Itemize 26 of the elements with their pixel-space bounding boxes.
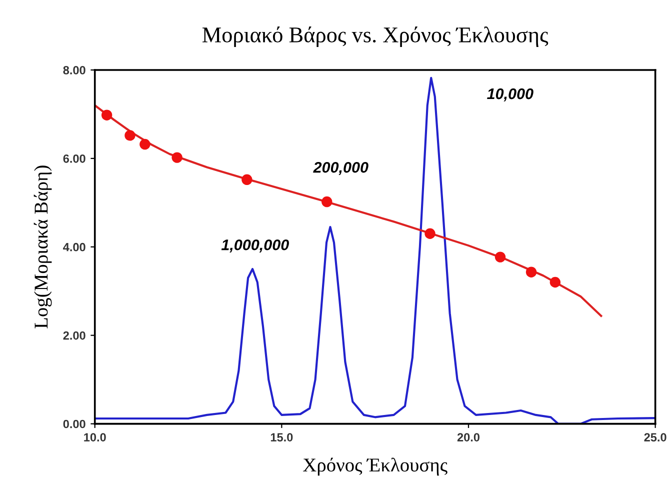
point <box>322 196 332 208</box>
y-tick-label: 2.00 <box>63 331 86 340</box>
y-tick-label: 8.00 <box>63 66 86 74</box>
point <box>242 174 252 186</box>
x-tick-label: 15.0 <box>270 433 293 442</box>
point <box>424 228 436 239</box>
y-tick-label: 4.00 <box>63 242 86 252</box>
point <box>101 110 112 120</box>
point <box>550 276 561 288</box>
annotation: 1,000,000 <box>221 239 289 252</box>
point <box>172 152 182 163</box>
annotation: 10,000 <box>487 88 534 102</box>
x-axis-title: Χρόνος Έκλουσης <box>303 458 448 476</box>
point <box>526 266 537 278</box>
y-tick-label: 0.00 <box>63 420 86 428</box>
x-tick-label: 10.0 <box>84 433 106 442</box>
point <box>124 130 136 141</box>
y-tick-label: 6.00 <box>63 154 86 163</box>
x-tick-label: 20.0 <box>457 433 480 442</box>
point <box>140 138 150 150</box>
x-tick-label: 25.0 <box>644 433 666 442</box>
annotation: 200,000 <box>313 162 368 176</box>
point <box>494 252 506 262</box>
line-series <box>94 104 602 317</box>
chart-title: Μοριακό Βάρος vs. Χρόνος Έκλουσης <box>202 26 548 47</box>
y-axis-title: Log(Μοριακά Βάρη) <box>34 166 52 328</box>
